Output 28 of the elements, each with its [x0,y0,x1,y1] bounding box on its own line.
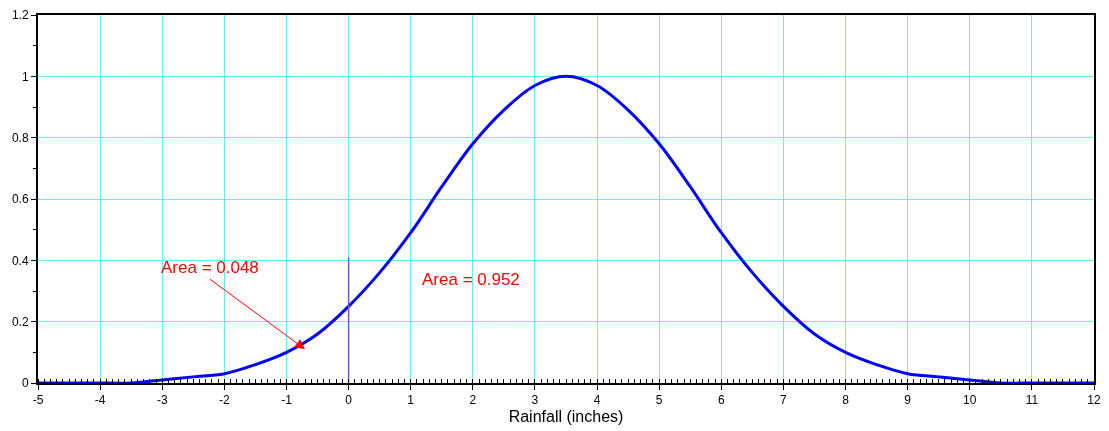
x-tick-label: 1 [407,393,415,408]
y-tick-label: 0.4 [11,253,29,268]
x-tick-label: 6 [717,393,725,408]
y-tick-label: 1.2 [11,8,29,23]
x-tick-label: 4 [593,393,601,408]
x-tick-label: -1 [281,393,293,408]
x-tick-label: 0 [345,393,353,408]
y-tick-label: 0.8 [11,130,29,145]
x-tick-label: -4 [94,393,106,408]
y-tick-label: 0.2 [11,314,29,329]
x-tick-label: -3 [156,393,168,408]
line-series [38,74,1094,383]
annotation: Area = 0.952 [422,270,520,289]
x-tick-label: 3 [531,393,539,408]
x-tick-label: -5 [32,393,44,408]
x-tick-label: 9 [904,393,912,408]
x-tick-label: 7 [780,393,788,408]
x-axis-title: Rainfall (inches) [508,407,624,425]
x-tick-label: 12 [1087,393,1101,408]
y-tick-label: 1 [21,69,29,84]
x-tick-label: 5 [655,393,663,408]
x-tick-label: 11 [1025,393,1039,408]
y-tick-label: 0.6 [11,192,29,207]
x-tick-label: 2 [469,393,477,408]
x-tick-label: 8 [842,393,850,408]
x-tick-label: -2 [219,393,231,408]
y-tick-label: 0 [21,376,29,391]
x-tick-label: 10 [963,393,977,408]
